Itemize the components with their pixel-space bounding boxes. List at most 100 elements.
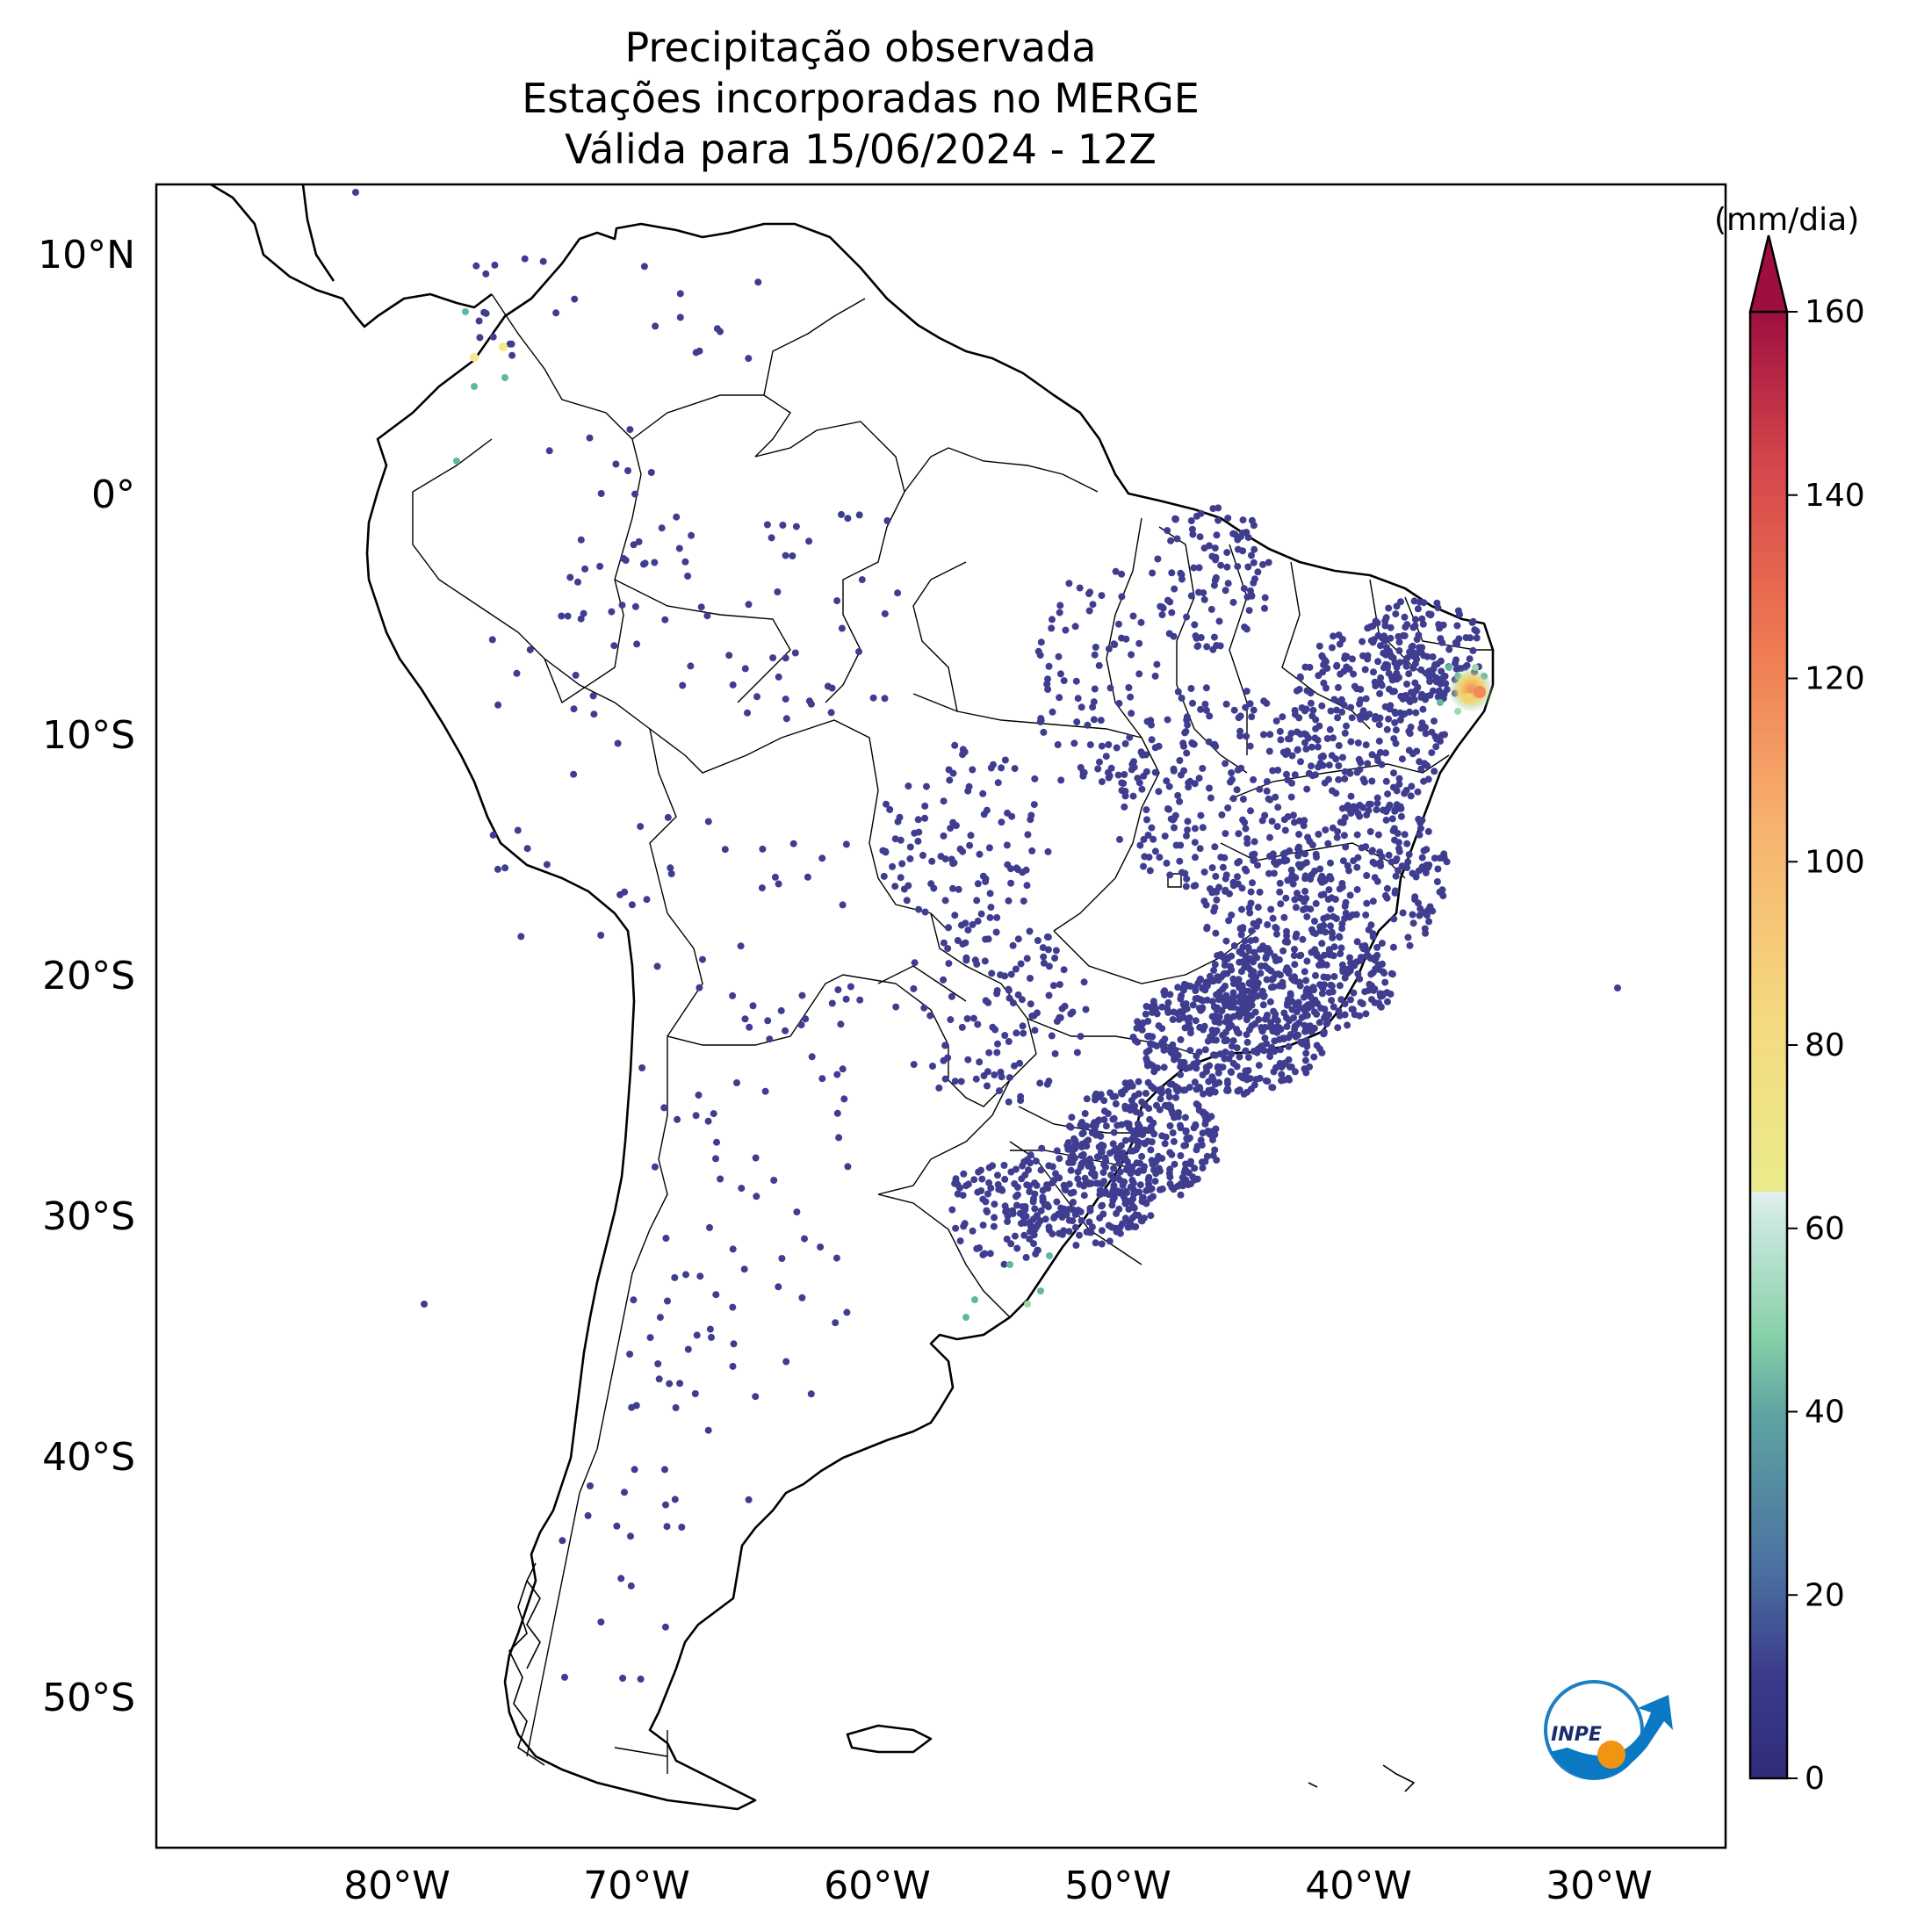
station-point bbox=[1023, 955, 1031, 962]
station-point bbox=[1250, 775, 1258, 783]
station-point bbox=[1421, 760, 1429, 768]
station-point bbox=[798, 991, 806, 999]
station-point bbox=[1078, 703, 1085, 711]
station-point bbox=[1419, 620, 1427, 628]
station-point bbox=[1236, 727, 1244, 735]
lat-label: 10°N bbox=[38, 233, 135, 278]
station-point bbox=[1289, 880, 1297, 888]
station-point bbox=[643, 896, 651, 904]
station-point bbox=[1213, 642, 1221, 649]
station-point bbox=[1134, 775, 1142, 782]
station-point bbox=[580, 609, 587, 617]
station-point bbox=[1296, 982, 1304, 990]
station-point bbox=[1195, 1048, 1203, 1056]
station-point bbox=[963, 1015, 971, 1022]
station-point bbox=[1018, 996, 1026, 1004]
station-point bbox=[1452, 656, 1460, 664]
station-point bbox=[961, 1220, 969, 1228]
station-point bbox=[1263, 699, 1271, 707]
station-point bbox=[1188, 525, 1196, 533]
station-point bbox=[1189, 1001, 1197, 1009]
station-point bbox=[1136, 1181, 1144, 1189]
station-point bbox=[945, 924, 952, 932]
station-point bbox=[1185, 783, 1193, 791]
station-point bbox=[1096, 758, 1103, 766]
station-point bbox=[1201, 700, 1209, 708]
station-point bbox=[1333, 661, 1341, 669]
station-point bbox=[704, 818, 712, 825]
station-point bbox=[1144, 832, 1152, 839]
station-point bbox=[1211, 1146, 1219, 1154]
station-point bbox=[1221, 854, 1229, 861]
station-point bbox=[1349, 655, 1356, 663]
station-point bbox=[1026, 1182, 1034, 1190]
station-point bbox=[1065, 1228, 1073, 1236]
station-point bbox=[1388, 676, 1396, 684]
station-point bbox=[1236, 1086, 1243, 1094]
station-point bbox=[833, 1071, 841, 1078]
station-point bbox=[1052, 947, 1060, 955]
station-point bbox=[1177, 995, 1185, 1003]
station-point bbox=[1131, 1223, 1139, 1231]
station-point bbox=[1070, 1135, 1078, 1143]
station-point bbox=[526, 645, 534, 653]
station-point bbox=[1338, 920, 1346, 927]
station-point bbox=[1405, 670, 1413, 678]
station-point bbox=[671, 1496, 679, 1503]
station-point bbox=[1102, 1164, 1109, 1171]
station-point bbox=[631, 490, 638, 498]
station-point bbox=[712, 1291, 720, 1299]
station-point bbox=[1294, 746, 1301, 753]
station-point bbox=[658, 524, 666, 532]
station-point bbox=[1303, 687, 1311, 695]
station-point bbox=[1071, 1223, 1079, 1231]
station-point bbox=[1021, 1171, 1029, 1179]
station-point bbox=[1251, 575, 1258, 583]
station-point bbox=[835, 1134, 843, 1142]
station-point bbox=[997, 971, 1005, 979]
station-point bbox=[1393, 602, 1401, 610]
station-point bbox=[1329, 824, 1337, 832]
station-point bbox=[1171, 1046, 1179, 1054]
station-point bbox=[1136, 1128, 1144, 1135]
station-point bbox=[1136, 841, 1144, 849]
station-point bbox=[1171, 811, 1179, 819]
station-point bbox=[1023, 882, 1031, 890]
station-point bbox=[1061, 1186, 1069, 1193]
station-point bbox=[1206, 784, 1213, 792]
colorbar-tick-label: 20 bbox=[1805, 1577, 1845, 1613]
station-point bbox=[1614, 984, 1621, 991]
station-point bbox=[1261, 811, 1269, 819]
station-point bbox=[1142, 1090, 1150, 1097]
station-point bbox=[1229, 598, 1237, 606]
station-point bbox=[1239, 796, 1247, 803]
station-point bbox=[1138, 1217, 1146, 1225]
station-point bbox=[1429, 653, 1437, 660]
station-point bbox=[745, 601, 753, 609]
station-point bbox=[769, 654, 777, 662]
station-point bbox=[880, 872, 888, 880]
station-point bbox=[1390, 735, 1398, 743]
station-point bbox=[1033, 1223, 1041, 1231]
station-point bbox=[1366, 828, 1374, 835]
station-point bbox=[1297, 758, 1304, 766]
station-point bbox=[1298, 1013, 1306, 1021]
station-point bbox=[1200, 595, 1208, 603]
station-point bbox=[1193, 1058, 1201, 1066]
station-point bbox=[1379, 992, 1387, 1000]
station-point bbox=[774, 588, 782, 595]
station-point bbox=[1083, 1095, 1091, 1103]
station-point bbox=[1363, 872, 1371, 879]
station-point bbox=[793, 1208, 801, 1216]
station-point bbox=[1157, 1085, 1165, 1093]
station-point bbox=[1270, 869, 1278, 877]
station-point bbox=[1195, 564, 1203, 572]
station-point bbox=[987, 764, 995, 772]
station-point bbox=[993, 1049, 1001, 1056]
station-point bbox=[1205, 1078, 1213, 1085]
station-point bbox=[956, 1237, 964, 1245]
station-point bbox=[1165, 1093, 1173, 1100]
station-point bbox=[1382, 614, 1390, 622]
station-point bbox=[940, 976, 948, 984]
station-point bbox=[1251, 838, 1258, 846]
